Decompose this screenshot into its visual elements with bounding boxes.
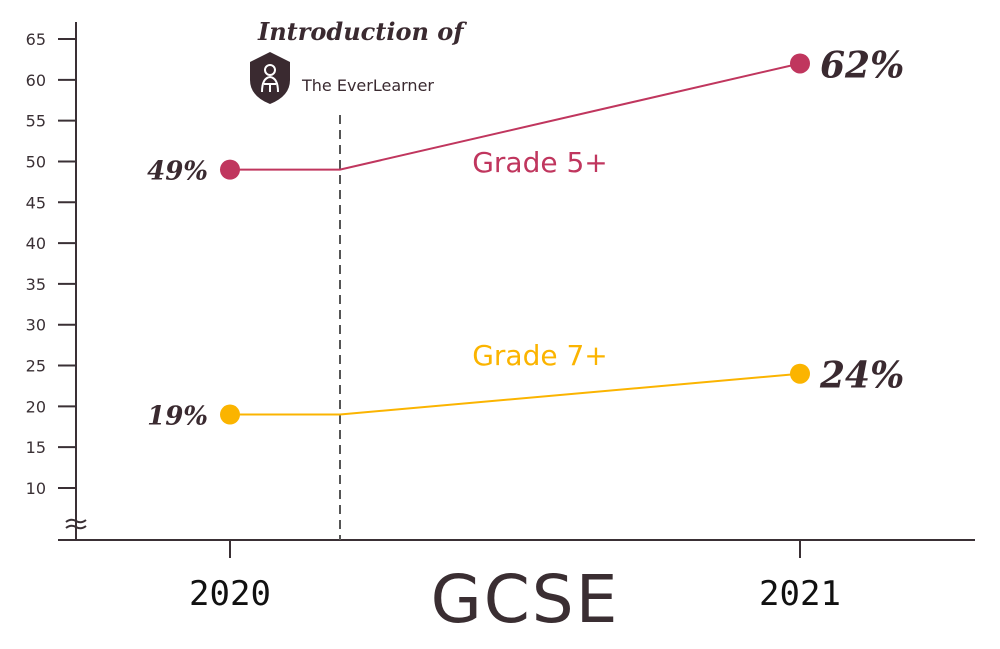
axis-break: [65, 518, 87, 530]
data-point: [790, 53, 810, 74]
series-1: 19% 24% Grade 7+: [147, 339, 904, 432]
series-line: [230, 62, 801, 171]
series-name-label: Grade 5+: [472, 146, 608, 179]
data-label: 49%: [147, 157, 208, 187]
annotation: Introduction of The EverLearner: [250, 17, 467, 104]
chart-title: GCSE: [431, 561, 620, 638]
y-tick-label: 10: [26, 479, 46, 498]
annotation-text: Introduction of: [257, 17, 467, 46]
data-point: [790, 363, 810, 384]
y-tick-label: 15: [26, 438, 46, 457]
everlearner-logo: The EverLearner: [250, 52, 434, 104]
series-0: 49% 62% Grade 5+: [147, 44, 904, 186]
x-axis: 2020 2021: [58, 539, 975, 614]
x-tick-label: 2020: [189, 574, 271, 614]
series-line: [230, 372, 801, 416]
y-tick-label: 40: [26, 234, 46, 253]
data-label: 24%: [819, 355, 904, 397]
data-point: [220, 404, 240, 425]
y-tick-label: 30: [26, 316, 46, 335]
y-tick-label: 20: [26, 397, 46, 416]
y-tick-label: 35: [26, 275, 46, 294]
data-label: 62%: [820, 44, 904, 86]
y-tick-label: 65: [26, 30, 46, 49]
x-tick-label: 2021: [759, 574, 841, 614]
y-axis: 10 15 20 25 30 35 40 45 50 55 60 65: [26, 22, 87, 540]
y-tick-label: 25: [26, 357, 46, 376]
series-name-label: Grade 7+: [472, 339, 608, 372]
y-tick-label: 50: [26, 152, 46, 171]
data-point: [220, 159, 240, 180]
y-tick-label: 45: [26, 193, 46, 212]
y-tick-label: 55: [26, 112, 46, 131]
data-label: 19%: [147, 402, 208, 432]
y-tick-label: 60: [26, 71, 46, 90]
brand-name: The EverLearner: [301, 76, 434, 95]
